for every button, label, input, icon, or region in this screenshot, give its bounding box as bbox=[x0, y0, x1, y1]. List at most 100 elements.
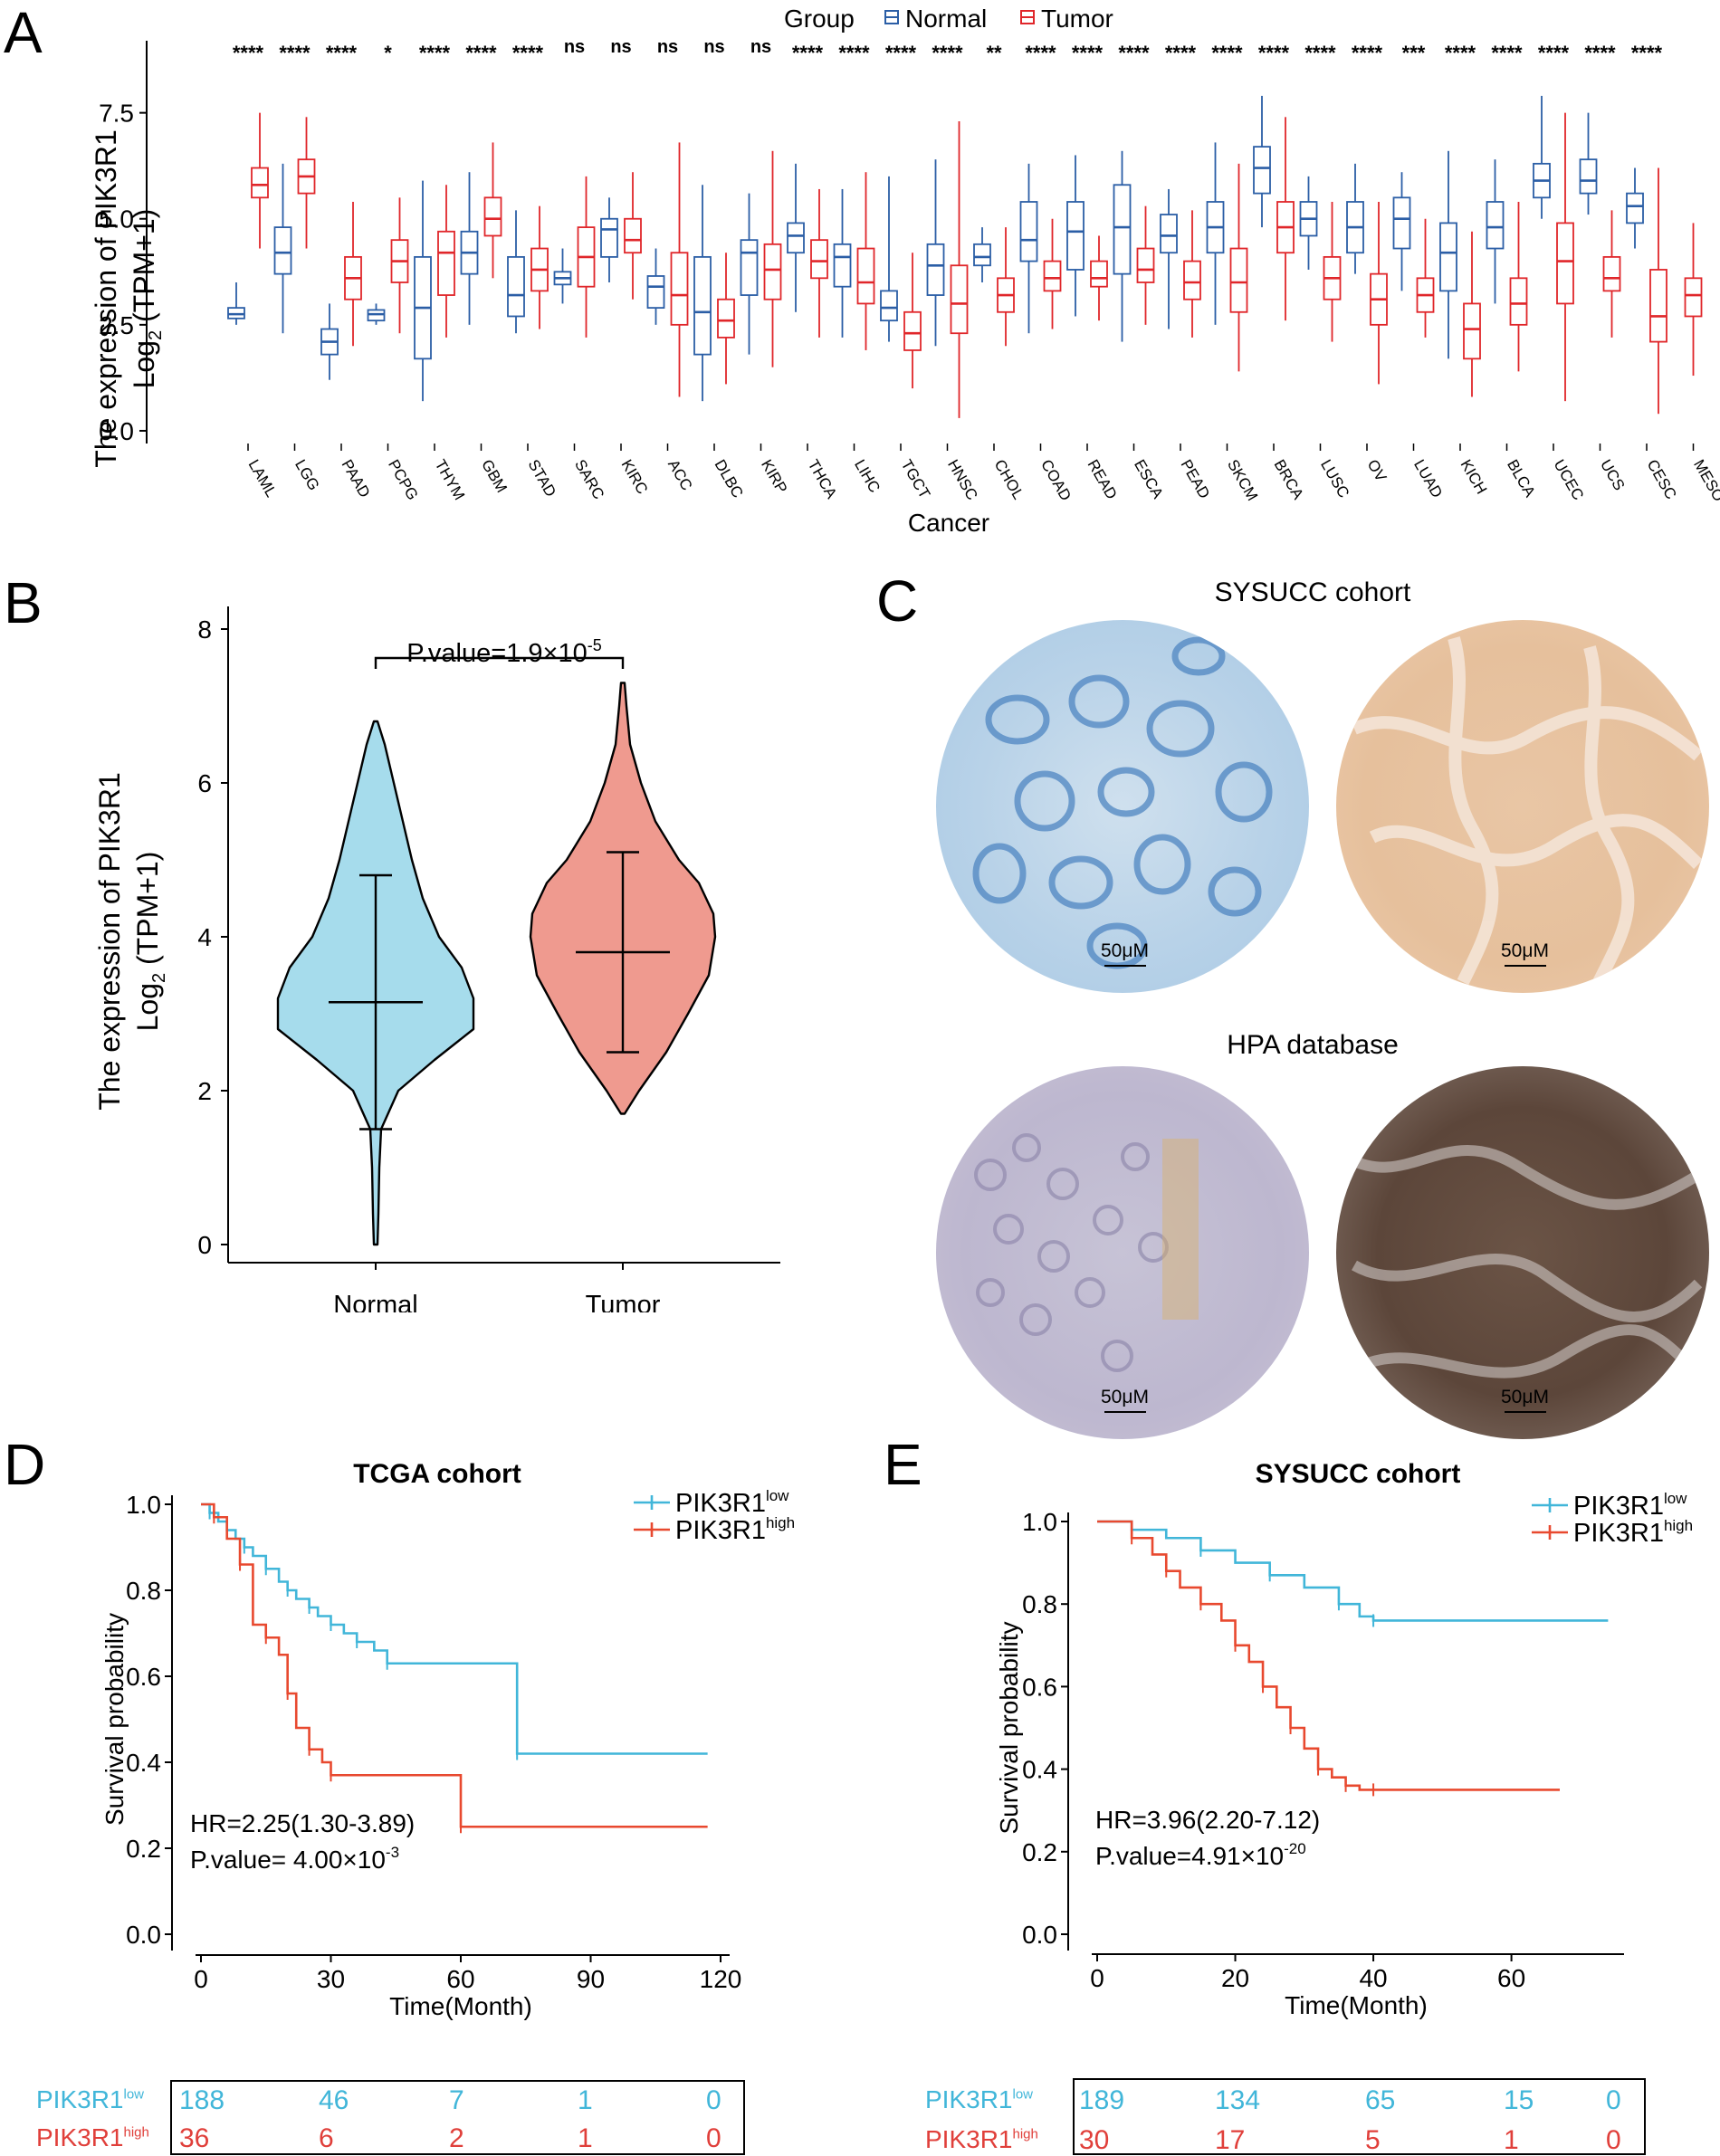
ihc-hpa-tumor-pattern bbox=[1343, 1145, 1703, 1379]
x-tick-label: HNSC bbox=[944, 457, 981, 503]
km-ylabel: Survival probability bbox=[995, 1622, 1023, 1835]
y-tick-label: 0.6 bbox=[126, 1663, 161, 1691]
box-body bbox=[1602, 255, 1621, 292]
risk-count-low: 15 bbox=[1504, 2085, 1534, 2115]
box-body bbox=[507, 255, 525, 318]
y-tick-label: 0.0 bbox=[1022, 1921, 1057, 1949]
x-tick-label: GBM bbox=[478, 457, 511, 496]
box-tumor bbox=[1323, 202, 1342, 342]
x-tick-label: CESC bbox=[1644, 457, 1680, 502]
box-body bbox=[833, 243, 852, 288]
box-body bbox=[1439, 222, 1457, 292]
km-pvalue: P.value=4.91×10-20 bbox=[1095, 1840, 1306, 1870]
risk-row-label-low: PIK3R1low bbox=[925, 2085, 1034, 2113]
x-tick-label: MESO bbox=[1690, 457, 1720, 505]
box-tumor bbox=[437, 185, 455, 338]
significance-label: **** bbox=[1258, 42, 1290, 64]
box-normal bbox=[273, 163, 292, 334]
risk-count-low: 188 bbox=[179, 2085, 225, 2115]
ihc-image-hpa-normal: 50μM bbox=[936, 1066, 1309, 1439]
box-body bbox=[273, 226, 292, 275]
significance-label: **** bbox=[512, 42, 544, 64]
box-tumor bbox=[1416, 218, 1435, 338]
y-tick-label: 0.6 bbox=[1022, 1673, 1057, 1701]
panel-b-letter: B bbox=[4, 570, 43, 635]
significance-label: **** bbox=[1491, 42, 1523, 64]
scale-label: 50μM bbox=[1101, 1387, 1149, 1407]
box-body bbox=[646, 275, 665, 310]
risk-count-low: 65 bbox=[1365, 2085, 1396, 2115]
y-tick-label: 1.0 bbox=[126, 1491, 161, 1519]
panel-b-violin: B The expression of PIK3R1 Log2 (TPM+1) … bbox=[4, 570, 780, 1312]
ihc-stroma-pattern bbox=[1352, 636, 1703, 986]
legend-normal-label: Normal bbox=[905, 5, 987, 33]
box-tumor bbox=[1043, 218, 1062, 329]
box-normal bbox=[740, 193, 759, 355]
x-tick-label: 90 bbox=[577, 1965, 605, 1993]
x-tick-label: 60 bbox=[446, 1965, 474, 1993]
legend-low-label: PIK3R1low bbox=[675, 1487, 789, 1518]
box-body bbox=[1392, 196, 1411, 250]
significance-label: * bbox=[384, 42, 392, 64]
panel-c-title-sysucc: SYSUCC cohort bbox=[1214, 577, 1411, 607]
legend-low-label: PIK3R1low bbox=[1573, 1490, 1687, 1521]
box-body bbox=[693, 255, 712, 356]
box-tumor bbox=[1649, 167, 1667, 415]
box-normal bbox=[880, 176, 898, 342]
box-body bbox=[600, 217, 618, 258]
x-tick-label: OV bbox=[1364, 457, 1390, 485]
box-body bbox=[950, 264, 969, 335]
box-normal bbox=[1579, 112, 1598, 215]
panel-b-ylabel-line1: The expression of PIK3R1 bbox=[93, 772, 126, 1111]
box-normal bbox=[646, 248, 665, 325]
risk-count-high: 36 bbox=[179, 2123, 210, 2153]
panel-a-axes: 0.0 2.5 5.0 7.5 LAML LGG PAAD PCPG THYM GBM STAD SA… bbox=[99, 41, 1720, 504]
risk-count-low: 0 bbox=[706, 2085, 721, 2115]
ihc-hpa-normal-pattern bbox=[974, 1133, 1199, 1372]
box-normal bbox=[460, 172, 479, 325]
x-tick-label: UCS bbox=[1597, 457, 1628, 494]
box-body bbox=[787, 222, 805, 254]
ihc-image-sysucc-tumor: 50μM bbox=[1336, 620, 1709, 993]
y-tick-label: 4 bbox=[197, 923, 212, 951]
significance-label: ns bbox=[703, 37, 724, 57]
panel-e-plot-area: 0.0 0.2 0.4 0.6 0.8 1.0 0 20 40 60 Survival probab… bbox=[995, 1459, 1693, 2019]
panel-a-plot-area: **** **** **** * **** **** **** ns ns ns ns ns **** *… bbox=[227, 37, 1703, 418]
panel-b-plot-area: 0 2 4 6 8 Normal Tumor bbox=[197, 606, 780, 1312]
y-tick-label: 0.8 bbox=[126, 1577, 161, 1605]
risk-count-low: 1 bbox=[578, 2085, 593, 2115]
x-tick-label: PCPG bbox=[385, 457, 422, 503]
box-body bbox=[926, 243, 945, 296]
box-body bbox=[973, 243, 991, 267]
risk-count-high: 1 bbox=[578, 2123, 593, 2153]
box-tumor bbox=[1602, 210, 1621, 338]
risk-count-high: 30 bbox=[1079, 2125, 1110, 2155]
km-xlabel: Time(Month) bbox=[389, 1992, 532, 2020]
box-tumor bbox=[1136, 205, 1155, 325]
significance-label: ns bbox=[750, 37, 771, 57]
risk-count-high: 2 bbox=[449, 2123, 464, 2153]
risk-count-high: 1 bbox=[1504, 2125, 1519, 2155]
box-normal bbox=[1113, 150, 1132, 342]
y-tick-label: 1.0 bbox=[1022, 1508, 1057, 1536]
box-body bbox=[856, 247, 875, 305]
x-tick-label: LAML bbox=[245, 457, 281, 501]
panel-c-letter: C bbox=[876, 568, 919, 634]
box-tumor bbox=[856, 172, 875, 350]
significance-label: **** bbox=[1025, 42, 1056, 64]
significance-label: **** bbox=[1538, 42, 1570, 64]
x-tick-label: UCEC bbox=[1551, 457, 1588, 503]
box-normal bbox=[1533, 95, 1551, 219]
box-normal bbox=[367, 303, 386, 325]
km-hazard-ratio: HR=3.96(2.20-7.12) bbox=[1095, 1806, 1320, 1834]
box-normal bbox=[833, 188, 852, 338]
scale-bar bbox=[1505, 965, 1546, 967]
box-normal bbox=[600, 197, 618, 282]
box-body bbox=[1136, 247, 1155, 283]
risk-count-low: 134 bbox=[1215, 2085, 1261, 2115]
panel-a-ylabel-line2: Log2 (TPM+1) bbox=[128, 209, 166, 389]
box-tumor bbox=[483, 142, 502, 279]
x-tick-label: LUSC bbox=[1317, 457, 1352, 501]
box-tumor bbox=[297, 117, 316, 249]
box-tumor bbox=[1229, 163, 1248, 372]
